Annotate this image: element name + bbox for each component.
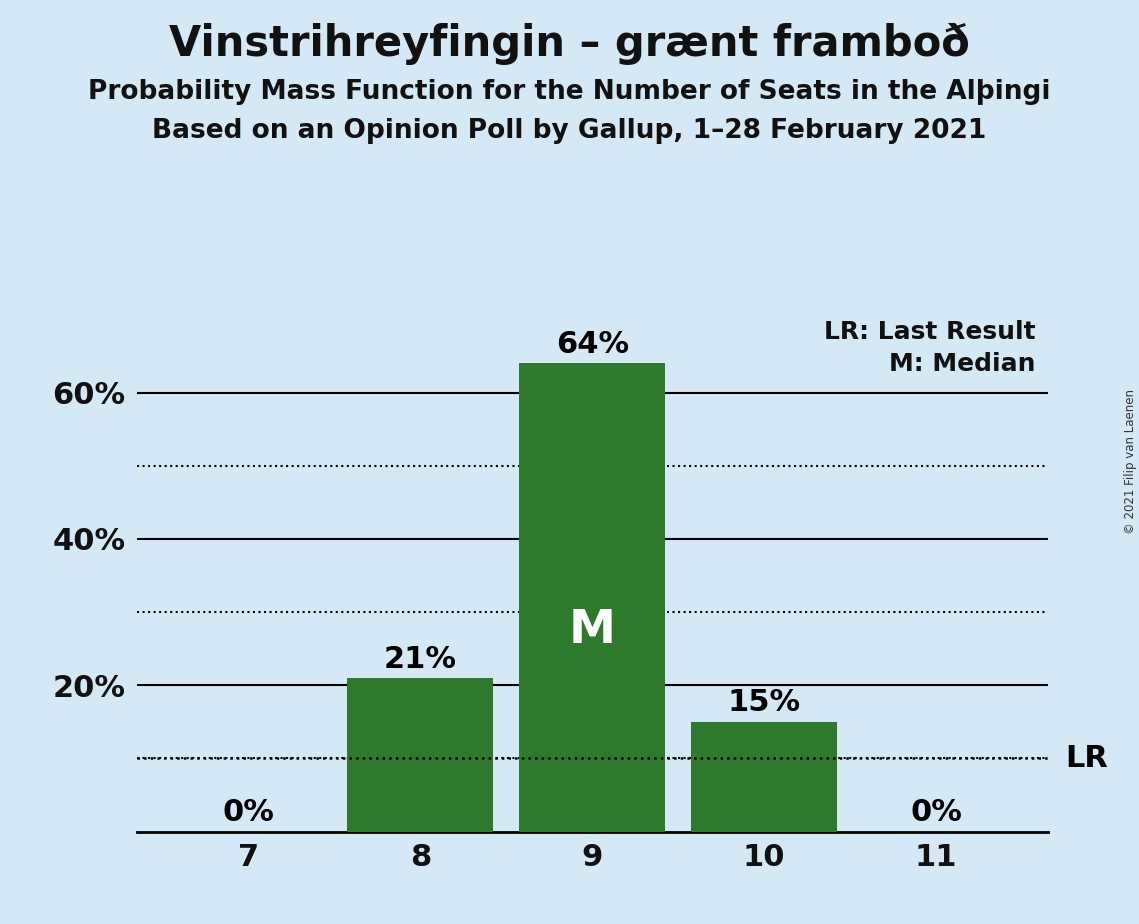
Text: 0%: 0% xyxy=(222,798,274,827)
Text: © 2021 Filip van Laenen: © 2021 Filip van Laenen xyxy=(1124,390,1137,534)
Bar xyxy=(347,678,493,832)
Text: LR: LR xyxy=(1065,744,1108,773)
Text: Based on an Opinion Poll by Gallup, 1–28 February 2021: Based on an Opinion Poll by Gallup, 1–28… xyxy=(153,118,986,144)
Text: LR: Last Result: LR: Last Result xyxy=(825,320,1035,344)
Text: M: M xyxy=(568,608,616,652)
Bar xyxy=(691,722,837,832)
Bar xyxy=(519,363,665,832)
Text: Vinstrihreyfingin – grænt framboð: Vinstrihreyfingin – grænt framboð xyxy=(169,23,970,65)
Text: Probability Mass Function for the Number of Seats in the Alþingi: Probability Mass Function for the Number… xyxy=(88,79,1051,104)
Text: 0%: 0% xyxy=(910,798,962,827)
Text: 15%: 15% xyxy=(728,688,801,717)
Text: M: Median: M: Median xyxy=(890,352,1035,376)
Text: 64%: 64% xyxy=(556,330,629,359)
Text: 21%: 21% xyxy=(384,645,457,674)
